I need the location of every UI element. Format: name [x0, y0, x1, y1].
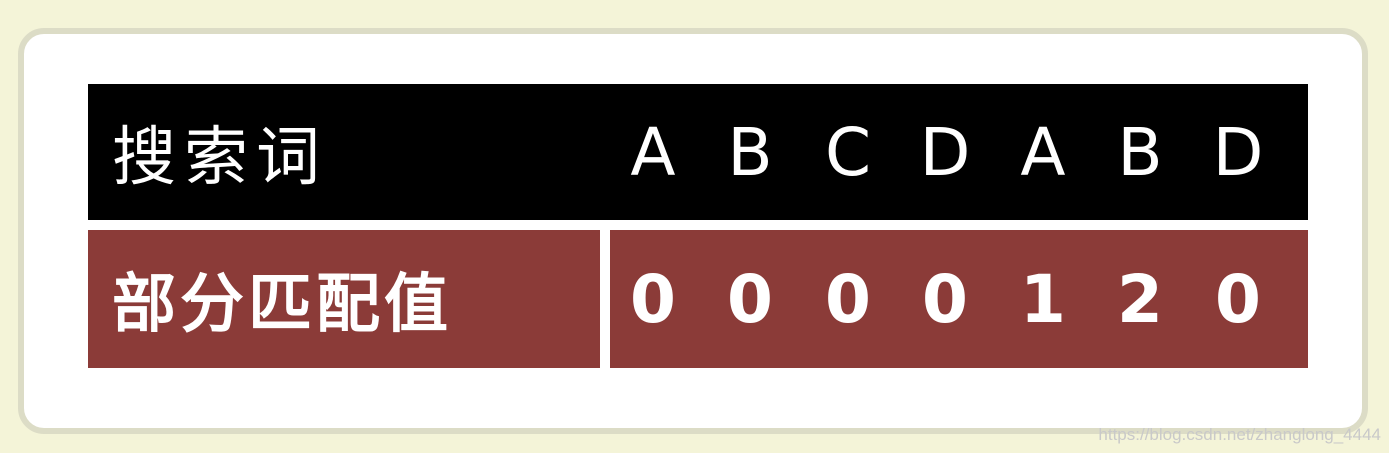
search-term-char: D [1212, 113, 1264, 191]
search-term-char: A [1020, 113, 1066, 191]
partial-match-value: 1 [1020, 260, 1066, 338]
watermark-text: https://blog.csdn.net/zhanglong_4444 [1098, 425, 1381, 444]
partial-match-value: 2 [1117, 260, 1163, 338]
partial-match-value: 0 [825, 260, 871, 338]
partial-match-label: 部分匹配值 [88, 230, 600, 368]
partial-match-row: 部分匹配值 0 0 0 0 1 2 0 [88, 230, 1308, 368]
partial-match-value: 0 [630, 260, 676, 338]
search-term-char: C [824, 113, 872, 191]
partial-match-value: 0 [922, 260, 968, 338]
search-term-char: A [630, 113, 676, 191]
partial-match-value: 0 [727, 260, 773, 338]
search-term-char: B [1117, 113, 1163, 191]
search-term-label: 搜索词 [112, 121, 328, 195]
search-term-values: A B C D A B D [610, 84, 1308, 220]
search-term-char: B [727, 113, 773, 191]
search-term-char: D [919, 113, 971, 191]
partial-match-values: 0 0 0 0 1 2 0 [610, 230, 1308, 368]
partial-match-value: 0 [1215, 260, 1261, 338]
search-term-row: 搜索词 A B C D A B D [88, 84, 1308, 220]
